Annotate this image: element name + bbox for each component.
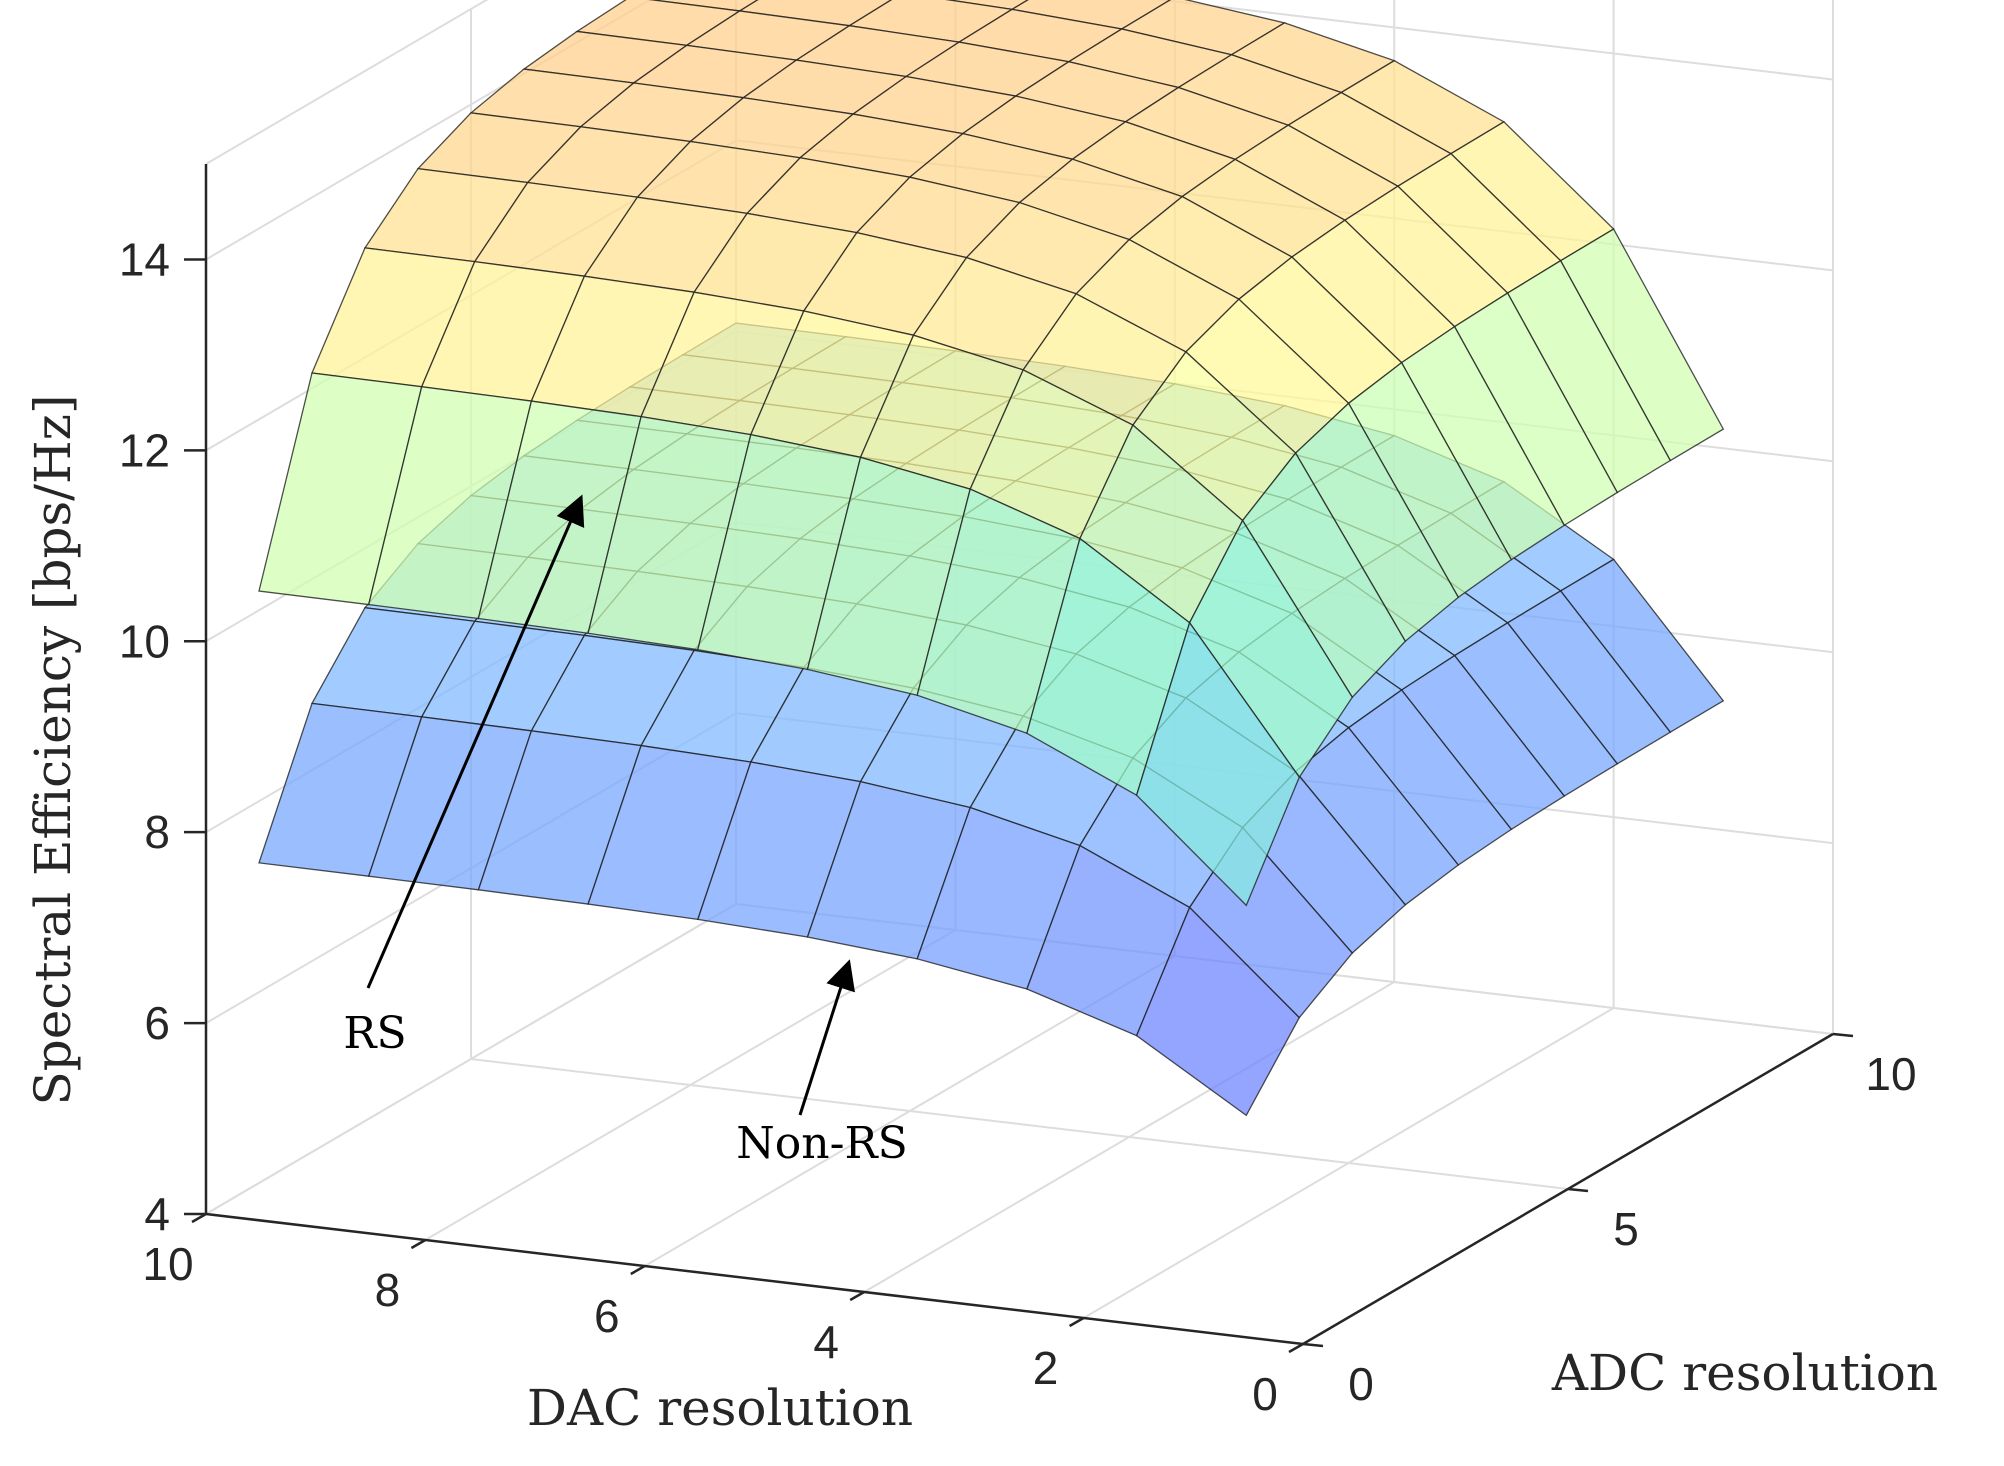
grid-line	[205, 903, 737, 1215]
y-tick-label: 5	[1613, 1203, 1639, 1255]
surface-patch	[1135, 621, 1301, 907]
x-tick	[410, 1238, 427, 1250]
x-tick	[1288, 1342, 1304, 1354]
x-axis-label: DAC resolution	[527, 1379, 913, 1437]
rs-annotation: RS	[343, 1008, 406, 1059]
z-tick-label: 8	[144, 806, 170, 858]
y-tick	[1567, 1187, 1589, 1193]
x-tick	[849, 1290, 865, 1302]
x-tick-label: 0	[1252, 1368, 1278, 1420]
non-rs-arrow	[798, 959, 855, 1116]
z-tick-label: 6	[144, 997, 170, 1049]
grid-line	[205, 0, 489, 165]
y-tick	[1302, 1342, 1324, 1348]
y-tick-label: 10	[1865, 1048, 1916, 1100]
y-tick-label: 0	[1348, 1358, 1374, 1410]
grid-line	[470, 1058, 1569, 1190]
z-axis-label: Spectral Efficiency [bps/Hz]	[24, 395, 82, 1106]
x-tick-label: 8	[375, 1264, 401, 1316]
x-tick-label: 2	[1033, 1342, 1059, 1394]
z-tick-label: 10	[119, 615, 170, 667]
surface-layer	[258, 0, 1725, 1117]
y-tick	[1832, 1032, 1854, 1038]
x-tick-label: 4	[813, 1316, 839, 1368]
x-tick-label: 6	[594, 1290, 620, 1342]
non-rs-annotation: Non-RS	[736, 1118, 907, 1169]
y-axis-label: ADC resolution	[1551, 1344, 1938, 1402]
x-tick	[1068, 1316, 1085, 1328]
z-tick-label: 14	[119, 233, 170, 285]
z-tick-label: 4	[144, 1188, 170, 1240]
grid-line	[1154, 0, 1834, 81]
x-tick	[191, 1212, 207, 1224]
annotation-layer: RS Non-RS	[343, 494, 908, 1169]
x-tick	[630, 1264, 646, 1276]
z-tick-label: 12	[119, 424, 170, 476]
surface-patch	[1135, 906, 1301, 1117]
rs-arrow	[366, 494, 585, 989]
x-axis-line	[205, 1212, 1304, 1346]
x-tick-label: 10	[142, 1238, 193, 1290]
